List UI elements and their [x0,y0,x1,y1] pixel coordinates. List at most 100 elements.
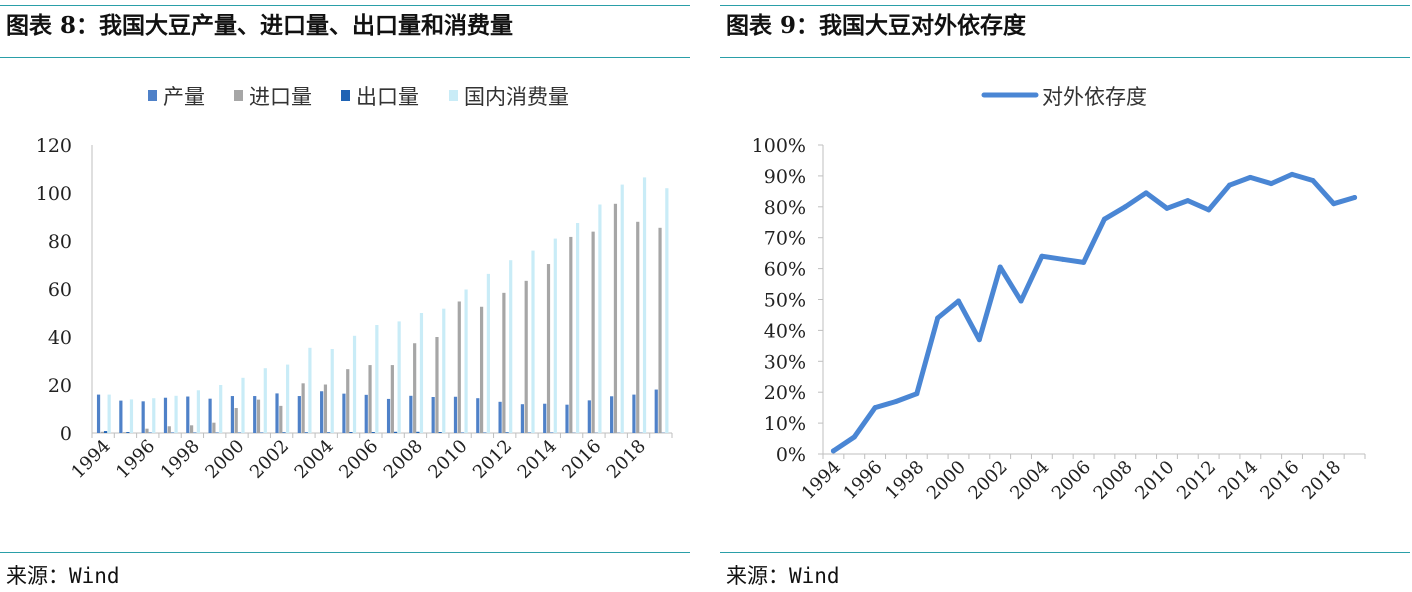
bar-series-1 [546,264,551,433]
bar-series-3 [107,394,111,433]
right-chart-title: 图表 9：我国大豆对外依存度 [726,12,1027,39]
right-panel: 图表 9：我国大豆对外依存度 0% 10% 20% 30% 40% 50% 60% 70% 80… [720,0,1412,592]
bar-series-3 [286,364,290,433]
x-tick-label: 2016 [558,436,605,483]
bar-series-3 [442,308,446,433]
right-bottom-rule [720,552,1410,553]
bar-series-3 [419,313,424,433]
data-point [1060,256,1066,262]
bar-series-3 [531,250,535,433]
x-tick-label: 2012 [469,436,516,483]
bar-series-1 [346,369,350,433]
bar-series-0 [364,394,368,433]
left-chart-title: 图表 8：我国大豆产量、进口量、出口量和消费量 [6,12,514,39]
bar-series-0 [386,398,391,433]
data-point [1185,198,1191,204]
bar-series-3 [263,368,267,433]
bar-series-3 [219,385,223,433]
data-point [1143,190,1149,196]
data-point [893,398,899,404]
data-point [1018,298,1024,304]
y-tick-label: 80% [764,197,806,219]
bar-series-2 [371,432,375,433]
data-point [1227,182,1232,188]
y-tick-label: 40 [48,327,72,349]
data-point [1310,178,1316,184]
x-tick-label: 2006 [335,436,382,483]
y-tick-label: 60% [764,259,806,281]
bar-series-3 [152,398,156,433]
x-tick-label: 2010 [424,436,471,483]
bar-series-3 [330,349,334,433]
bar-series-2 [416,431,420,433]
data-point [976,337,982,343]
bar-series-1 [234,408,238,433]
bar-series-3 [509,260,513,433]
bar-series-2 [393,431,398,433]
bar-series-3 [665,188,669,433]
bar-series-0 [654,389,658,433]
left-top-rule [0,5,690,6]
data-point [935,315,941,321]
y-tick-label: 0 [60,423,72,445]
x-tick-label: 2004 [1006,457,1053,504]
bar-series-1 [256,399,261,433]
bar-series-1 [413,343,417,433]
bar-series-2 [438,432,442,433]
bar-series-3 [375,325,379,433]
x-tick-label: 2014 [514,436,561,483]
left-panel: 图表 8：我国大豆产量、进口量、出口量和消费量 0 20 40 60 80 100 120 1… [0,0,692,592]
bar-series-0 [520,404,524,433]
legend-label-series-2: 出口量 [356,85,419,109]
x-tick-label: 1998 [157,436,204,483]
bar-series-1 [323,384,328,433]
x-tick-label: 2008 [380,436,427,483]
bar-series-3 [308,347,312,433]
bar-series-1 [613,203,618,433]
x-tick-label: 2008 [1090,457,1137,504]
legend-swatch-series-0 [148,90,157,101]
x-tick-label: 1998 [881,457,928,504]
y-tick-label: 120 [36,135,72,157]
x-tick-label: 1994 [67,436,114,483]
bar-series-1 [189,425,194,433]
data-point [1206,207,1212,213]
x-tick-label: 2018 [1298,457,1345,504]
bar-series-0 [163,397,168,433]
legend-label-series-3: 国内消费量 [464,85,569,109]
y-tick-label: 10% [764,413,806,435]
data-point [872,405,878,411]
x-tick-label: 2010 [1131,457,1178,504]
bar-series-3 [174,395,178,433]
data-point [1039,253,1045,259]
bar-series-0 [275,393,279,433]
data-point [1101,216,1107,222]
bar-series-1 [279,405,283,433]
data-point [851,434,857,440]
bar-series-0 [96,394,101,433]
bar-series-1 [658,227,662,433]
bar-series-3 [642,177,647,433]
bar-series-1 [457,301,461,433]
bar-series-3 [397,321,401,433]
y-tick-label: 40% [764,320,806,342]
bar-series-1 [524,280,528,433]
y-tick-label: 20% [764,382,806,404]
bar-series-0 [141,401,145,433]
bar-chart: 0204060801001201994199619982000200220042… [36,85,673,483]
data-point [1164,205,1170,211]
right-top-rule [720,5,1410,6]
bar-series-1 [591,231,595,433]
bar-series-1 [435,337,439,433]
bar-series-0 [587,400,591,433]
bar-series-3 [598,204,602,433]
y-tick-label: 20 [48,375,72,397]
bar-series-3 [620,184,624,433]
left-title-rule [0,57,690,58]
bar-series-0 [297,396,301,433]
legend-label-series-0: 对外依存度 [1042,85,1147,109]
legend-swatch-series-2 [341,90,350,101]
bar-series-3 [464,289,468,433]
x-tick-label: 2004 [291,436,338,483]
bar-series-2 [103,431,108,433]
